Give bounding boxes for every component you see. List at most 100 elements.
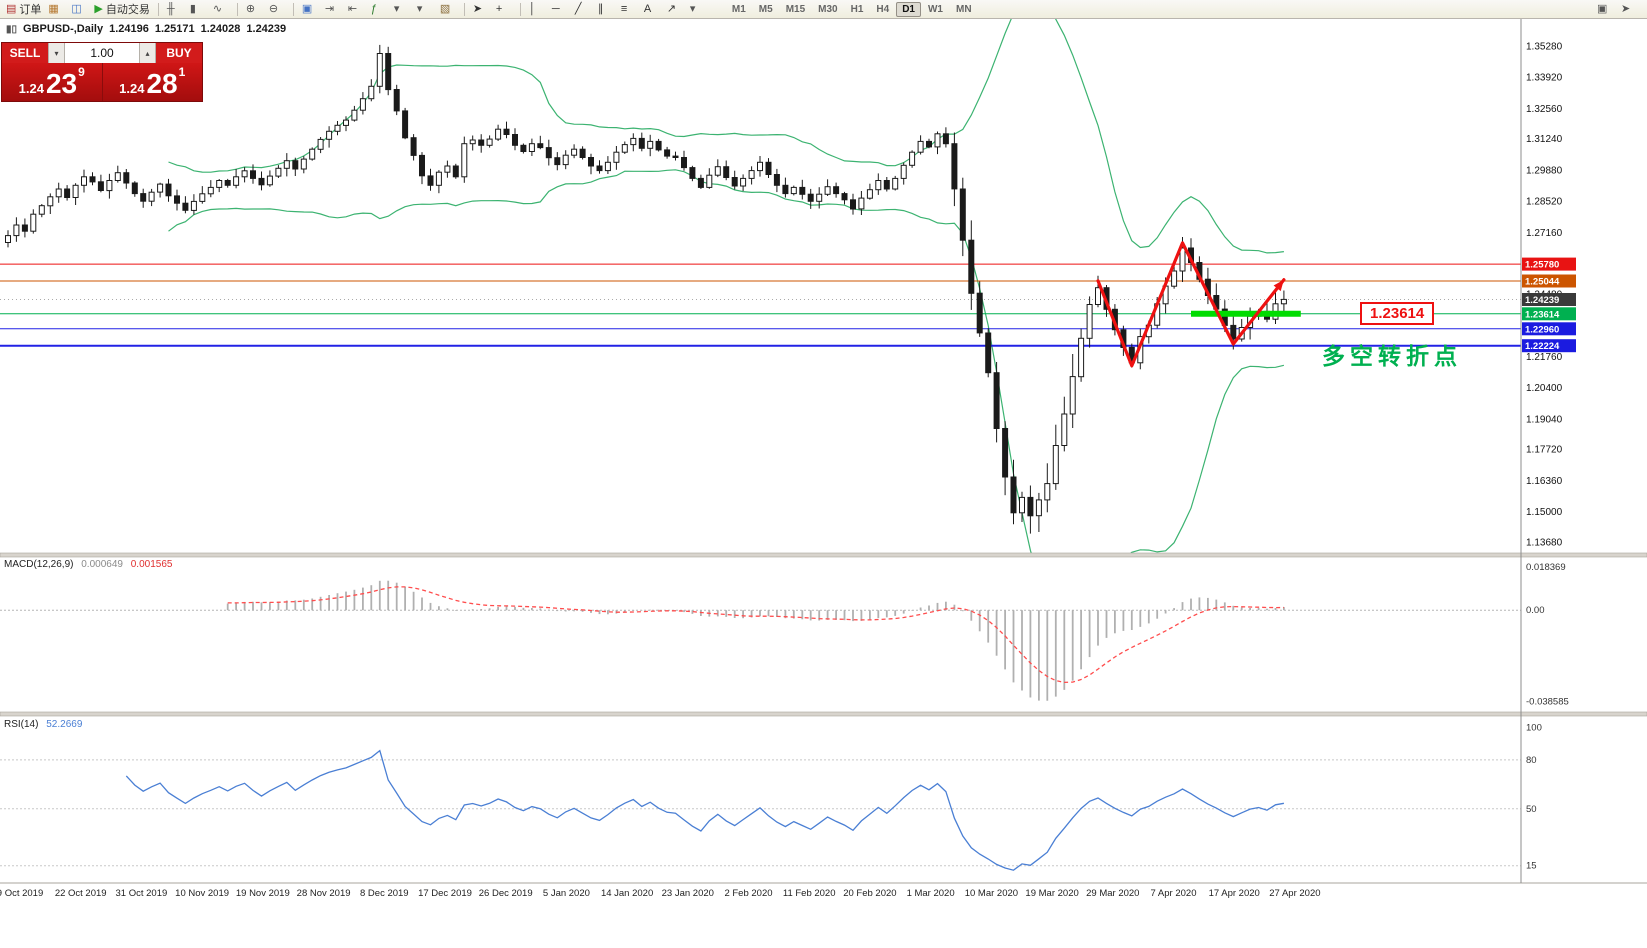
sell-price-pips: 23 <box>45 68 78 100</box>
price-callout-box[interactable]: 1.23614 <box>1360 302 1435 325</box>
new-order-button[interactable]: ▤ 订单 <box>3 0 44 18</box>
timeframe-h4-button[interactable]: H4 <box>876 3 890 15</box>
svg-text:26 Dec 2019: 26 Dec 2019 <box>479 888 533 899</box>
cursor-button[interactable]: ➤ <box>470 0 492 18</box>
line-chart-button[interactable]: ∿ <box>210 0 232 18</box>
zoom-in-icon: ⊕ <box>245 2 256 15</box>
svg-text:10 Mar 2020: 10 Mar 2020 <box>965 888 1018 899</box>
svg-text:1 Mar 2020: 1 Mar 2020 <box>907 888 955 899</box>
vertical-line-button[interactable]: │ <box>526 0 548 18</box>
svg-text:14 Jan 2020: 14 Jan 2020 <box>601 888 653 899</box>
indicators-icon: ƒ <box>370 2 377 15</box>
svg-text:1.13680: 1.13680 <box>1526 538 1563 549</box>
crosshair-icon: + <box>495 2 503 15</box>
horizontal-line-button[interactable]: ─ <box>549 0 571 18</box>
timeframe-m5-button[interactable]: M5 <box>758 3 773 15</box>
profiles-button[interactable]: ◫ <box>68 0 90 18</box>
indicators-dropdown-icon: ▾ <box>393 2 400 15</box>
svg-text:0.00: 0.00 <box>1526 605 1545 616</box>
chart-shift-button[interactable]: ⇤ <box>345 0 367 18</box>
timeframe-m15-button[interactable]: M15 <box>785 3 806 15</box>
buy-price-big-figure: 1.24 <box>119 80 145 96</box>
svg-text:15: 15 <box>1526 861 1537 872</box>
volume-input[interactable] <box>65 43 139 63</box>
horizontal-line-icon: ─ <box>551 2 560 15</box>
svg-text:23 Jan 2020: 23 Jan 2020 <box>662 888 714 899</box>
sell-price-big-figure: 1.24 <box>18 80 44 96</box>
new-order-label: 订单 <box>19 4 42 16</box>
zoom-out-icon: ⊖ <box>268 2 279 15</box>
autotrading-button[interactable]: ▶ 自动交易 <box>91 0 152 18</box>
periods-dropdown-button[interactable]: ▾ <box>414 0 436 18</box>
svg-text:31 Oct 2019: 31 Oct 2019 <box>116 888 168 899</box>
rsi-name: RSI(14) <box>4 719 39 730</box>
autotrading-label: 自动交易 <box>105 4 150 16</box>
text-label-icon: A <box>643 2 652 15</box>
fibonacci-icon: ≡ <box>620 2 628 15</box>
indicators-button[interactable]: ƒ <box>368 0 390 18</box>
tile-windows-button[interactable]: ▣ <box>299 0 321 18</box>
bars-chart-button[interactable]: ╫ <box>164 0 186 18</box>
svg-text:8 Dec 2019: 8 Dec 2019 <box>360 888 409 899</box>
toolbar-separator <box>236 2 238 16</box>
timeframe-mn-button[interactable]: MN <box>955 3 972 15</box>
svg-text:17 Dec 2019: 17 Dec 2019 <box>418 888 472 899</box>
layout-button[interactable]: ▣ <box>1594 0 1616 18</box>
zoom-in-button[interactable]: ⊕ <box>243 0 265 18</box>
auto-scroll-icon: ⇥ <box>324 2 335 15</box>
volume-decrease-button[interactable]: ▾ <box>48 43 65 63</box>
rsi-value: 52.2669 <box>46 719 83 730</box>
cursor-icon: ➤ <box>472 2 483 15</box>
trendline-button[interactable]: ╱ <box>572 0 594 18</box>
buy-button[interactable]: BUY <box>156 43 202 63</box>
svg-text:1.19040: 1.19040 <box>1526 414 1563 425</box>
pointer-mode-icon: ➤ <box>1621 2 1631 15</box>
toolbar-separator <box>292 2 294 16</box>
pointer-mode-button[interactable]: ➤ <box>1618 0 1640 18</box>
macd-signal-value: 0.001565 <box>130 559 173 570</box>
buy-price-button[interactable]: 1.24 28 1 <box>102 63 202 101</box>
candles-chart-button[interactable]: ▮ <box>187 0 209 18</box>
timeframe-m1-button[interactable]: M1 <box>731 3 746 15</box>
svg-text:7 Apr 2020: 7 Apr 2020 <box>1151 888 1197 899</box>
ohlc-close: 1.24239 <box>246 23 287 35</box>
timeframe-d1-button[interactable]: D1 <box>896 1 921 17</box>
toolbar-separator <box>157 2 159 16</box>
svg-text:1.24239: 1.24239 <box>1525 295 1559 306</box>
sell-button[interactable]: SELL <box>2 43 48 63</box>
indicators-dropdown-button[interactable]: ▾ <box>391 0 413 18</box>
templates-button[interactable]: ▧ <box>437 0 459 18</box>
auto-scroll-button[interactable]: ⇥ <box>322 0 344 18</box>
crosshair-button[interactable]: + <box>493 0 515 18</box>
svg-text:-0.038585: -0.038585 <box>1526 697 1569 708</box>
fibonacci-button[interactable]: ≡ <box>618 0 640 18</box>
chart-window-button[interactable]: ▦ <box>45 0 67 18</box>
objects-dropdown-icon: ▾ <box>689 2 696 15</box>
equidistant-channel-button[interactable]: ∥ <box>595 0 617 18</box>
timeframe-h1-button[interactable]: H1 <box>850 3 864 15</box>
turning-point-annotation[interactable]: 多空转折点 <box>1322 343 1462 369</box>
timeframe-m30-button[interactable]: M30 <box>818 3 838 15</box>
svg-text:28 Nov 2019: 28 Nov 2019 <box>297 888 351 899</box>
timeframe-w1-button[interactable]: W1 <box>927 3 943 15</box>
chart-window-icon: ▦ <box>48 2 59 15</box>
equidistant-channel-icon: ∥ <box>597 2 604 15</box>
arrows-button[interactable]: ↗ <box>664 0 686 18</box>
volume-increase-button[interactable]: ▴ <box>139 43 156 63</box>
tile-windows-icon: ▣ <box>301 2 313 15</box>
sell-price-button[interactable]: 1.24 23 9 <box>2 63 103 101</box>
profiles-icon: ◫ <box>71 2 82 15</box>
svg-text:1.21760: 1.21760 <box>1526 352 1563 363</box>
zoom-out-button[interactable]: ⊖ <box>266 0 288 18</box>
new-order-icon: ▤ <box>6 2 17 15</box>
svg-text:17 Apr 2020: 17 Apr 2020 <box>1209 888 1260 899</box>
text-label-button[interactable]: A <box>641 0 663 18</box>
objects-dropdown-button[interactable]: ▾ <box>687 0 709 18</box>
macd-indicator-label: MACD(12,26,9) 0.000649 0.001565 <box>4 559 172 570</box>
chart-symbol-period: GBPUSD-,Daily <box>23 23 104 35</box>
svg-text:1.17720: 1.17720 <box>1526 445 1563 456</box>
chart-shift-icon: ⇤ <box>347 2 358 15</box>
rsi-indicator-label: RSI(14) 52.2669 <box>4 719 82 730</box>
